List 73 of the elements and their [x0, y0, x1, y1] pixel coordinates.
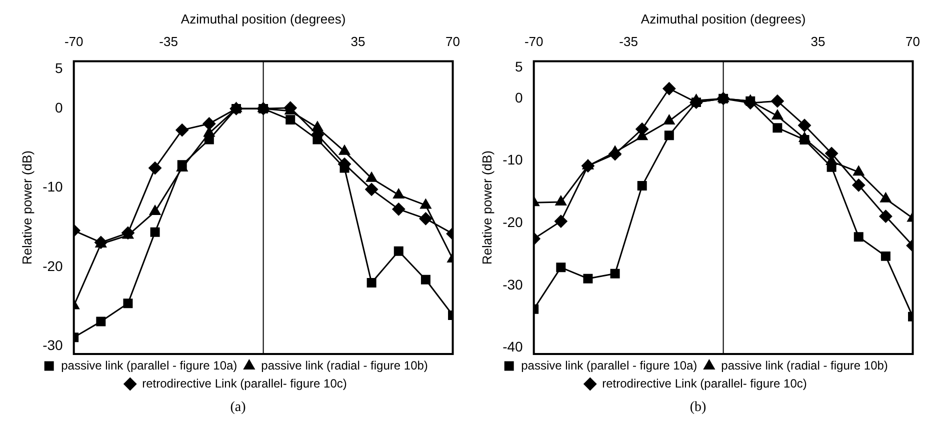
- y-tick-label: 5: [55, 60, 64, 76]
- x-tick-label: -35: [619, 34, 638, 49]
- point: [798, 118, 812, 132]
- y-tick-label: 0: [515, 89, 524, 106]
- legend-label: passive link (radial - figure 10b): [261, 358, 428, 372]
- point: [880, 192, 892, 202]
- point: [637, 181, 647, 191]
- x-axis-title: Azimuthal position (degrees): [180, 11, 346, 26]
- point: [392, 188, 404, 198]
- y-tick-label: -10: [502, 152, 524, 168]
- point: [338, 144, 350, 155]
- point: [394, 246, 404, 256]
- point: [365, 182, 378, 196]
- point: [420, 198, 432, 209]
- point: [854, 232, 864, 242]
- point: [420, 274, 430, 284]
- point: [176, 124, 189, 137]
- point: [880, 251, 890, 261]
- point: [286, 115, 296, 125]
- x-tick-label: 70: [906, 34, 920, 49]
- y-tick-label: -40: [502, 338, 524, 355]
- point: [772, 110, 784, 120]
- y-tick-label: 0: [55, 100, 64, 116]
- point: [852, 166, 864, 176]
- legend-label: passive link (radial - figure 10b): [721, 358, 888, 372]
- y-tick-label: -30: [502, 276, 524, 292]
- point: [150, 227, 160, 237]
- x-tick-label: 35: [810, 34, 826, 49]
- point: [419, 212, 432, 226]
- point: [583, 274, 593, 284]
- point: [202, 117, 216, 130]
- point: [392, 202, 406, 216]
- point: [800, 134, 810, 144]
- legend-label: passive link (parallel - figure 10a): [61, 358, 238, 372]
- legend-label: passive link (parallel - figure 10a): [521, 358, 698, 372]
- x-tick-label: 70: [446, 34, 460, 49]
- y-tick-label: -10: [42, 178, 64, 195]
- point: [148, 162, 162, 175]
- x-tick-label: -70: [524, 34, 544, 49]
- point: [556, 262, 566, 272]
- point: [662, 82, 676, 96]
- point: [664, 130, 674, 140]
- point: [826, 162, 836, 172]
- point: [123, 298, 133, 308]
- point: [312, 121, 324, 132]
- point: [554, 214, 568, 228]
- point: [879, 210, 892, 223]
- y-tick-label: -20: [502, 214, 524, 230]
- point: [149, 205, 161, 216]
- point: [555, 195, 567, 206]
- point: [582, 159, 594, 170]
- y-axis-title: Relative power (dB): [19, 150, 34, 265]
- point: [663, 114, 675, 125]
- point: [204, 134, 214, 144]
- point: [770, 94, 784, 108]
- y-axis-title: Relative power (dB): [479, 150, 494, 265]
- point: [610, 268, 620, 278]
- text: (a): [229, 400, 247, 416]
- legend-label: retrodirective Link (parallel- figure 10c): [142, 376, 347, 390]
- y-tick-label: -30: [42, 336, 64, 353]
- y-tick-label: 5: [515, 58, 524, 74]
- x-axis-title: Azimuthal position (degrees): [640, 11, 806, 26]
- point: [772, 123, 782, 133]
- point: [366, 278, 376, 288]
- x-tick-label: -70: [64, 34, 84, 49]
- x-tick-label: -35: [159, 34, 178, 49]
- point: [366, 172, 378, 182]
- point: [852, 178, 866, 192]
- text: (b): [688, 400, 708, 416]
- x-tick-label: 35: [350, 34, 366, 49]
- point: [96, 316, 106, 326]
- y-tick-label: -20: [42, 258, 64, 274]
- legend-label: retrodirective Link (parallel- figure 10c): [602, 376, 807, 390]
